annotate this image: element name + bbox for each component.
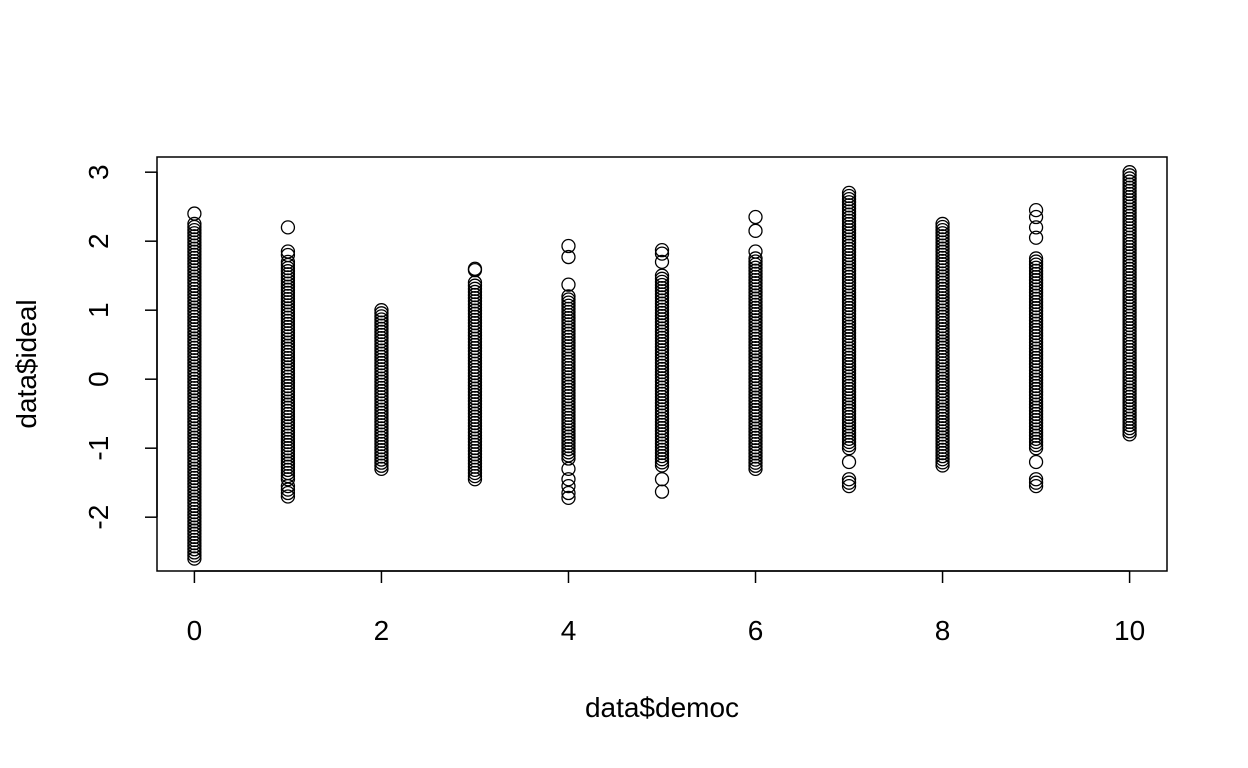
data-point <box>654 242 670 258</box>
data-point <box>280 482 296 497</box>
data-point <box>748 254 763 269</box>
data-point <box>561 472 576 487</box>
data-point <box>467 281 483 296</box>
data-point <box>1028 475 1044 490</box>
y-axis-label: data$ideal <box>11 299 42 428</box>
data-point <box>1028 478 1044 494</box>
data-point <box>187 216 202 232</box>
data-point <box>654 271 670 286</box>
data-point <box>374 303 389 318</box>
data-point <box>187 226 202 241</box>
data-point <box>1028 202 1044 218</box>
data-point <box>1028 454 1044 470</box>
data-point <box>561 295 576 310</box>
data-point <box>654 268 670 283</box>
data-point <box>654 274 670 290</box>
data-points <box>187 165 1137 566</box>
data-point <box>654 246 670 261</box>
data-point <box>561 249 576 265</box>
y-tick-label: 1 <box>83 302 114 318</box>
data-point <box>935 216 950 232</box>
data-point <box>187 206 202 221</box>
data-point <box>935 219 950 235</box>
data-point <box>1028 260 1044 275</box>
data-point <box>280 264 296 279</box>
data-point <box>280 489 296 504</box>
y-tick-label: 3 <box>83 164 114 180</box>
data-point <box>280 478 296 494</box>
data-point <box>1028 254 1044 269</box>
data-point <box>561 292 576 307</box>
y-tick-label: -2 <box>83 505 114 530</box>
data-point <box>1122 171 1137 186</box>
x-axis: 0 2 4 6 8 10 <box>187 570 1145 646</box>
data-point <box>561 238 576 254</box>
data-point <box>467 278 483 293</box>
x-tick-label: 0 <box>187 615 203 646</box>
data-point <box>1028 472 1044 487</box>
data-point <box>748 260 763 275</box>
data-point <box>1028 209 1044 225</box>
data-point <box>654 254 670 270</box>
data-point <box>561 277 576 292</box>
data-point <box>374 306 389 321</box>
data-point <box>841 454 857 470</box>
y-axis: -2 -1 0 1 2 3 <box>83 164 158 530</box>
data-point <box>280 485 296 501</box>
data-point <box>561 298 576 313</box>
x-tick-label: 6 <box>748 615 764 646</box>
y-tick-label: 2 <box>83 233 114 249</box>
x-tick-label: 2 <box>374 615 390 646</box>
data-point <box>748 251 763 266</box>
data-point <box>280 247 296 263</box>
data-point <box>841 472 857 487</box>
data-point <box>1028 257 1044 272</box>
data-point <box>280 220 296 235</box>
x-tick-label: 4 <box>561 615 577 646</box>
x-tick-label: 10 <box>1114 615 1145 646</box>
data-point <box>561 485 576 501</box>
data-point <box>1122 174 1137 189</box>
data-point <box>280 254 296 270</box>
data-point <box>561 490 576 506</box>
x-axis-label: data$democ <box>585 692 739 723</box>
data-point <box>1028 230 1044 245</box>
data-point <box>1122 168 1137 183</box>
data-point <box>654 472 670 487</box>
data-point <box>467 284 483 300</box>
data-point <box>841 475 857 490</box>
data-point <box>654 277 670 293</box>
data-point <box>187 222 202 238</box>
data-point <box>935 226 950 241</box>
data-point <box>1028 251 1044 266</box>
data-point <box>841 185 857 201</box>
data-point <box>1122 165 1137 180</box>
data-point <box>841 195 857 210</box>
y-tick-label: 0 <box>83 371 114 387</box>
data-point <box>467 263 483 278</box>
data-point <box>561 478 576 494</box>
data-point <box>374 309 389 324</box>
y-tick-label: -1 <box>83 436 114 461</box>
data-point <box>748 223 763 238</box>
data-point <box>841 478 857 494</box>
data-point <box>561 289 576 304</box>
data-point <box>1028 220 1044 235</box>
data-point <box>561 461 576 477</box>
x-tick-label: 8 <box>935 615 951 646</box>
data-point <box>841 188 857 204</box>
data-point <box>841 191 857 207</box>
data-point <box>374 312 389 327</box>
data-point <box>748 209 763 225</box>
data-point <box>935 222 950 238</box>
data-point <box>654 484 670 499</box>
plot-box <box>156 156 1168 572</box>
data-point <box>748 244 763 259</box>
data-point <box>280 244 296 259</box>
